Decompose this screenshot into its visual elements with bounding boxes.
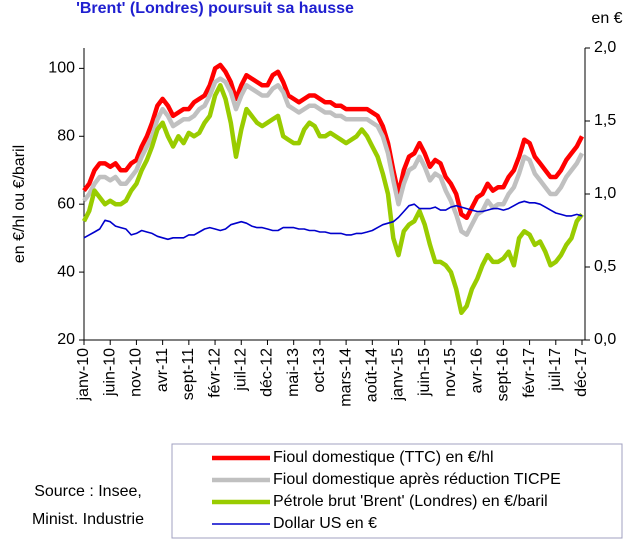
x-tick-label: mai-13 [285, 348, 302, 397]
x-tick-label: janv-15 [390, 348, 407, 402]
y-tick-label: 20 [57, 331, 75, 348]
x-tick-label: déc-17 [573, 348, 590, 397]
y-tick-label: 60 [57, 195, 75, 212]
x-tick-label: févr-12 [206, 348, 223, 398]
series-line [83, 200, 583, 241]
x-tick-label: avr-11 [154, 348, 171, 392]
legend-label: Dollar US en € [273, 515, 377, 532]
series-line [81, 83, 584, 316]
source-note: Minist. Industrie [32, 511, 144, 528]
x-tick-label: juin-15 [416, 348, 433, 397]
y2-tick-label: 0,0 [594, 331, 616, 348]
y-tick-label: 100 [48, 60, 75, 77]
y-axis-label: en €/hl ou €/baril [11, 145, 28, 263]
x-tick-label: juil-12 [232, 348, 249, 392]
y2-tick-label: 0,5 [594, 258, 616, 275]
x-tick-label: sept-16 [495, 348, 512, 401]
x-tick-label: août-14 [364, 348, 381, 402]
chart-title: 'Brent' (Londres) poursuit sa hausse [76, 0, 354, 17]
x-tick-label: oct-13 [311, 348, 328, 393]
y2-tick-label: 1,0 [594, 185, 616, 202]
y-tick-label: 80 [57, 127, 75, 144]
legend-label: Fioul domestique (TTC) en €/hl [273, 449, 494, 466]
x-tick-label: avr-16 [468, 348, 485, 393]
x-tick-label: nov-15 [442, 348, 459, 397]
y2-tick-label: 1,5 [594, 112, 616, 129]
legend-label: Fioul domestique après réduction TICPE [273, 471, 561, 488]
x-tick-label: mars-14 [337, 348, 354, 407]
x-tick-label: juin-10 [101, 348, 118, 397]
source-note: Source : Insee, [34, 483, 142, 500]
y2-axis-label: en € [591, 10, 622, 27]
x-tick-label: déc-12 [259, 348, 276, 397]
y2-tick-label: 2,0 [594, 39, 616, 56]
y-tick-label: 40 [57, 263, 75, 280]
series-line [82, 76, 585, 237]
x-tick-label: janv-10 [75, 348, 92, 402]
legend-label: Pétrole brut 'Brent' (Londres) en €/bari… [273, 493, 548, 510]
x-tick-label: nov-10 [128, 348, 145, 397]
x-tick-label: sept-11 [180, 348, 197, 400]
series-line [82, 62, 585, 221]
x-tick-label: févr-17 [521, 348, 538, 398]
legend-frame [171, 443, 623, 539]
x-tick-label: juil-17 [547, 348, 564, 392]
